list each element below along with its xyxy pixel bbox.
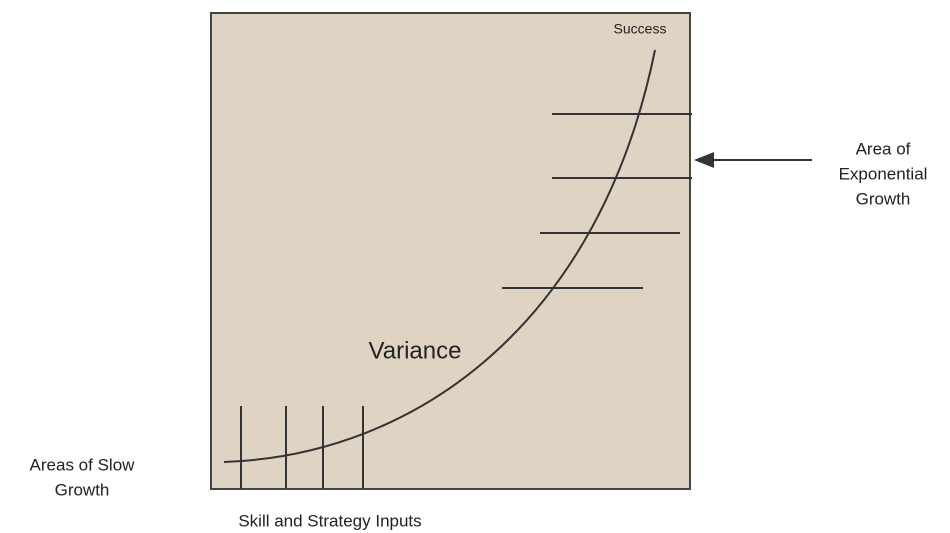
slow-label: Growth — [55, 480, 110, 499]
frame — [210, 12, 691, 490]
bottom-label: Skill and Strategy Inputs — [238, 511, 421, 530]
slow-label: Areas of Slow — [30, 455, 136, 474]
exponential-label: Exponential — [839, 164, 928, 183]
success-label: Success — [614, 21, 667, 37]
center-label: Variance — [369, 337, 462, 364]
exponential-label: Growth — [856, 189, 911, 208]
growth-curve — [223, 49, 656, 463]
exponential-label: Area of — [856, 139, 911, 158]
